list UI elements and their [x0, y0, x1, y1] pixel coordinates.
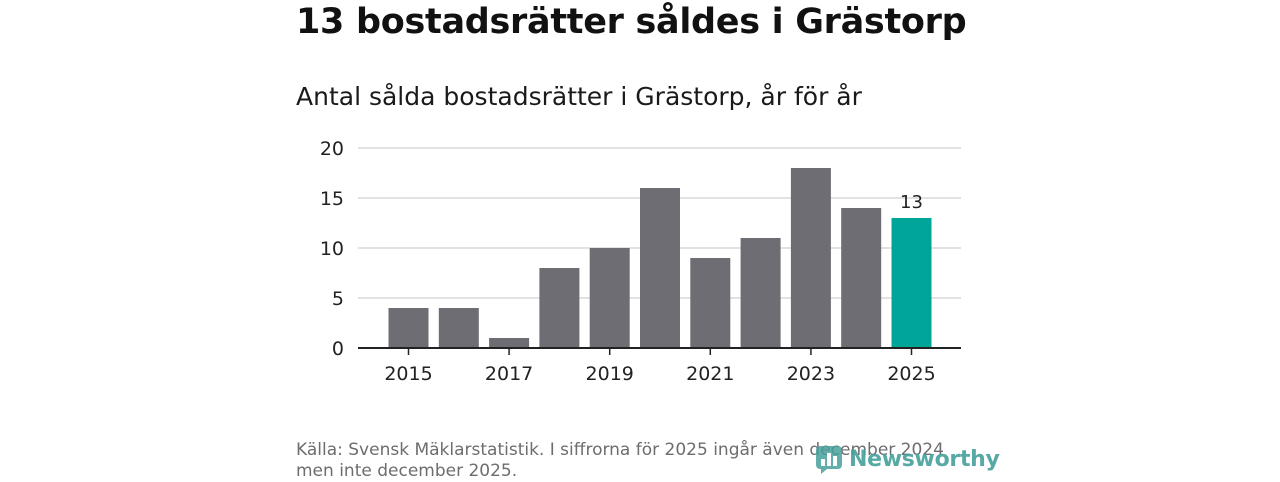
bar-value-label: 13	[900, 192, 923, 213]
logo-text: Newsworthy	[849, 446, 1000, 472]
bar-chart-logo-icon	[816, 446, 842, 474]
newsworthy-logo: Newsworthy	[815, 444, 1000, 474]
bar-2017	[489, 338, 530, 348]
x-tick-label: 2025	[887, 363, 935, 385]
bar-2025	[891, 218, 932, 348]
y-tick-label: 0	[332, 338, 344, 360]
bar-2018	[539, 268, 580, 348]
bar-2016	[438, 308, 479, 348]
bar-2022	[740, 238, 781, 348]
x-tick-label: 2015	[384, 363, 432, 385]
bar-2024	[841, 208, 882, 348]
bar-2019	[589, 248, 630, 348]
y-tick-label: 10	[320, 238, 344, 260]
chart-title: 13 bostadsrätter såldes i Grästorp	[296, 2, 967, 42]
y-tick-label: 15	[320, 188, 344, 210]
bar-2020	[640, 188, 680, 348]
bar-2023	[790, 168, 831, 348]
source-note: Källa: Svensk Mäklarstatistik. I siffror…	[296, 440, 944, 481]
x-tick-label: 2021	[686, 363, 734, 385]
x-tick-label: 2019	[586, 363, 634, 385]
x-tick-label: 2017	[485, 363, 533, 385]
bar-2015	[388, 308, 429, 348]
x-tick-label: 2023	[787, 363, 835, 385]
bar-2021	[690, 258, 731, 348]
chart-subtitle: Antal sålda bostadsrätter i Grästorp, år…	[296, 82, 862, 111]
y-tick-label: 20	[320, 138, 344, 160]
y-tick-label: 5	[332, 288, 344, 310]
